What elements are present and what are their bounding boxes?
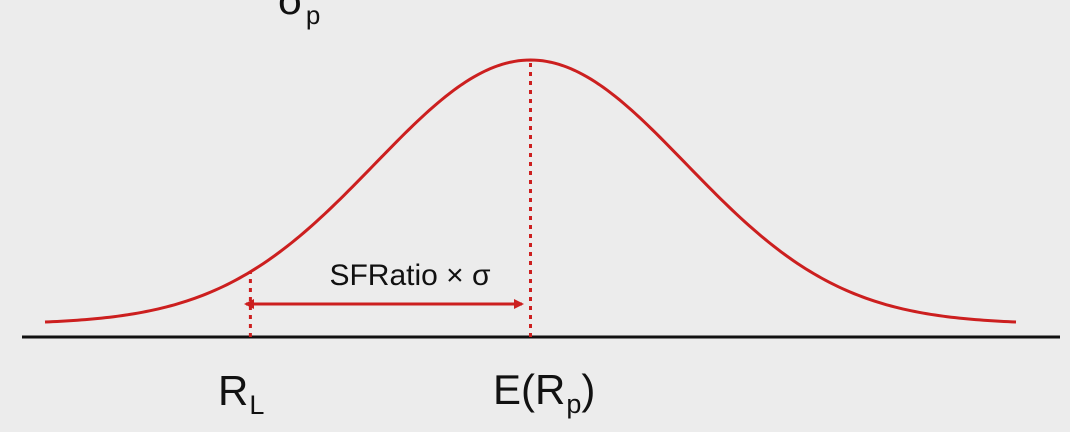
bell-curve (44, 58, 1017, 324)
marker-mean-prefix: E(R (493, 366, 565, 413)
marker-rl-main: R (218, 367, 248, 414)
marker-mean-sub: p (566, 389, 581, 419)
marker-label-rl: RL (218, 367, 264, 420)
distance-label: SFRatio × σ (329, 259, 491, 292)
marker-label-mean: E(Rp) (493, 366, 595, 419)
top-sigma-sub: p (306, 0, 320, 30)
top-sigma-main: σ (278, 0, 304, 23)
marker-rl-sub: L (249, 390, 264, 420)
top-sigma-fragment: σp (278, 0, 320, 30)
marker-mean-suffix: ) (581, 366, 595, 413)
